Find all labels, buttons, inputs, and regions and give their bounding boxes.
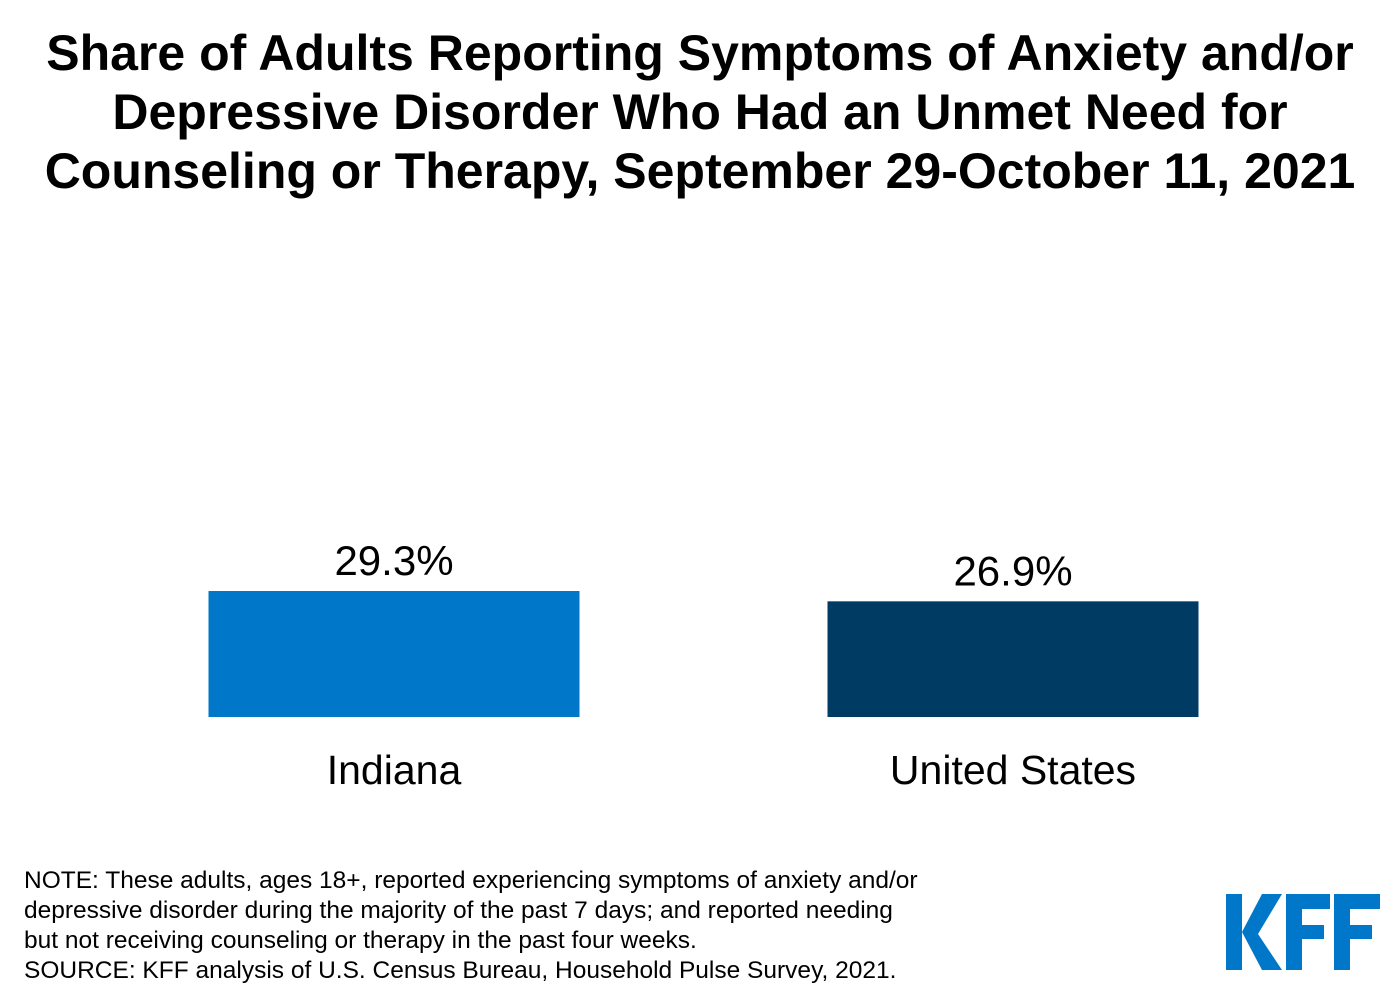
kff-logo [1226,894,1380,970]
chart-title: Share of Adults Reporting Symptoms of An… [0,24,1400,201]
note-line: NOTE: These adults, ages 18+, reported e… [24,867,918,894]
chart-title-line: Counseling or Therapy, September 29-Octo… [44,143,1356,199]
data-label: 29.3% [334,537,453,584]
note-line: but not receiving counseling or therapy … [24,927,697,954]
bar-indiana [208,591,580,717]
source-line: SOURCE: KFF analysis of U.S. Census Bure… [24,957,897,984]
chart-title-line: Share of Adults Reporting Symptoms of An… [46,25,1354,81]
bar-united-states [827,601,1199,717]
chart-title-line: Depressive Disorder Who Had an Unmet Nee… [112,84,1288,140]
source-note: NOTE: These adults, ages 18+, reported e… [24,866,1124,986]
data-label: 26.9% [953,547,1072,594]
note-line: depressive disorder during the majority … [24,897,893,924]
category-label: United States [890,747,1136,793]
category-label: Indiana [327,747,462,793]
